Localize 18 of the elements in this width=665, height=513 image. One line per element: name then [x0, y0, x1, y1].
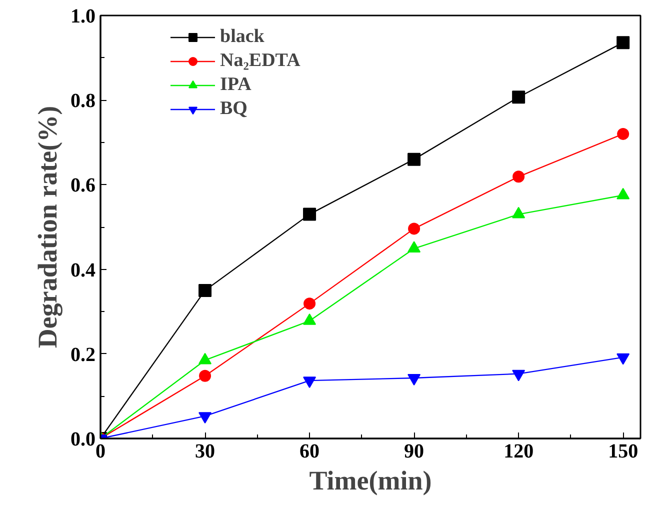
y-tick-label: 0.0: [70, 428, 96, 450]
x-axis-title: Time(min): [309, 466, 432, 496]
y-tick-label: 0.6: [70, 174, 96, 197]
y-tick-label: 0.4: [70, 259, 96, 282]
x-tick-label: 0: [96, 440, 106, 462]
legend-label: Na₂EDTA: [220, 50, 300, 72]
legend-label: BQ: [220, 98, 248, 120]
x-tick-label: 30: [195, 440, 216, 462]
x-tick-label: 90: [404, 440, 424, 462]
y-axis-title: Degradation rate(%): [32, 106, 62, 348]
legend-label: black: [220, 26, 264, 48]
y-tick-label: 0.8: [70, 90, 96, 112]
x-tick-label: 120: [504, 440, 534, 462]
x-tick-label: 60: [300, 440, 320, 462]
legend-label: IPA: [220, 74, 252, 96]
x-tick-label: 150: [608, 440, 638, 462]
y-tick-label: 0.2: [70, 344, 96, 366]
y-tick-label: 1.0: [70, 6, 96, 28]
